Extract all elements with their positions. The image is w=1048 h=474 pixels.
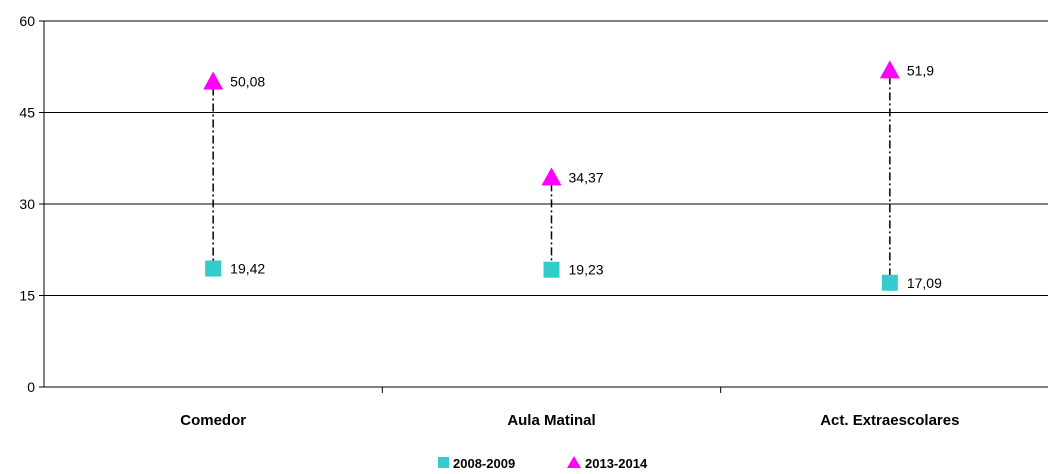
legend-square-icon [438,457,449,468]
data-label: 19,23 [569,262,604,278]
data-markers [203,60,900,291]
x-tick-label: Aula Matinal [507,412,595,429]
grid-lines [44,20,1048,296]
y-tick-label: 60 [19,13,35,29]
legend-label: 2008-2009 [453,456,515,471]
data-label: 34,37 [569,169,604,185]
x-tick-label: Act. Extraescolares [820,412,959,429]
triangle-marker [203,71,224,90]
triangle-marker [879,60,900,79]
square-marker [543,261,560,278]
square-marker [205,260,222,277]
legend: 2008-2009 2013-2014 [438,456,648,471]
triangle-marker [541,167,562,186]
y-tick-label: 15 [19,288,35,304]
data-label: 51,9 [907,62,934,78]
legend-label: 2013-2014 [585,456,648,471]
y-tick-label: 45 [19,105,35,121]
drop-lines [212,76,891,277]
y-tick-label: 0 [27,379,35,395]
data-labels: 19,42 19,23 17,09 50,08 34,37 51,9 [230,62,942,290]
axes: 0 15 30 45 60 Comedor Aula Matinal Act. Extraes… [19,13,1048,429]
x-tick-label: Comedor [180,412,246,429]
legend-triangle-icon [567,456,581,468]
square-marker [881,274,898,291]
y-tick-label: 30 [19,196,35,212]
data-label: 50,08 [230,74,265,90]
data-label: 17,09 [907,275,942,291]
data-label: 19,42 [230,261,265,277]
